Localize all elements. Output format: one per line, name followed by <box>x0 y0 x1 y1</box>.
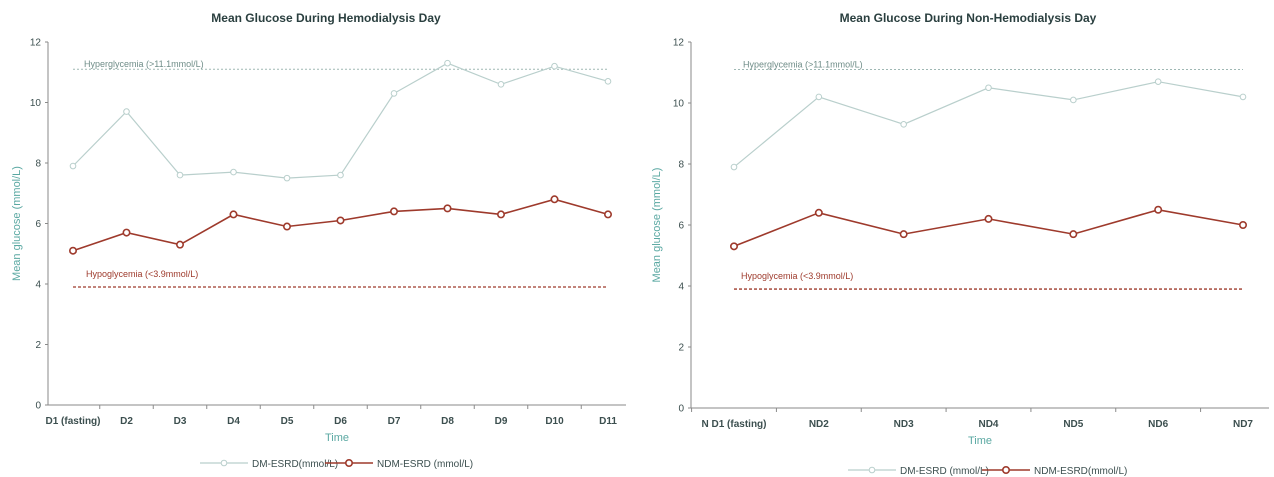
ndm-esrd-point <box>550 195 559 204</box>
dm-esrd-point <box>497 81 505 88</box>
x-tick-label: D4 <box>227 416 240 427</box>
y-tick-label: 4 <box>678 282 684 293</box>
y-tick-label: 12 <box>673 38 685 49</box>
x-tick-label: ND6 <box>1148 419 1168 430</box>
y-tick-label: 8 <box>678 160 684 171</box>
non-hemodialysis-day-chart-svg: Mean Glucose During Non-Hemodialysis Day… <box>651 11 1269 477</box>
y-tick-label: 10 <box>30 98 42 109</box>
ndm-esrd-point <box>603 210 612 219</box>
dm-esrd-point <box>1239 93 1247 101</box>
ndm-esrd-point <box>336 216 345 225</box>
legend-label: NDM-ESRD (mmol/L) <box>377 459 473 470</box>
x-tick-label: D8 <box>441 416 454 427</box>
x-axis-title: Time <box>968 435 992 447</box>
ndm-esrd-point <box>282 222 291 231</box>
legend-label: NDM-ESRD(mmol/L) <box>1034 466 1127 477</box>
dm-esrd-point <box>176 171 184 179</box>
y-tick-label: 2 <box>35 340 41 351</box>
x-tick-label: D9 <box>495 416 508 427</box>
hemodialysis-day-chart-svg: Mean Glucose During Hemodialysis Day 0 2 4 6… <box>11 11 626 470</box>
legend-marker <box>1001 465 1010 474</box>
hypoglycemia-label: Hypoglycemia (<3.9mmol/L) <box>741 271 853 281</box>
y-tick-label: 12 <box>30 38 42 49</box>
ndm-esrd-point <box>984 214 993 223</box>
x-tick-label: D10 <box>545 416 564 427</box>
legend-label: DM-ESRD (mmol/L) <box>900 466 989 477</box>
x-tick-label: ND5 <box>1063 419 1083 430</box>
y-tick-label: 10 <box>673 99 685 110</box>
x-tick-label: D1 (fasting) <box>46 416 101 427</box>
x-tick-label: D3 <box>174 416 187 427</box>
x-tick-label: D5 <box>281 416 294 427</box>
dm-esrd-point <box>730 163 738 171</box>
hyperglycemia-label: Hyperglycemia (>11.1mmol/L) <box>84 59 204 69</box>
y-tick-label: 6 <box>678 221 684 232</box>
y-axis-title: Mean glucose (mmol/L) <box>11 166 23 281</box>
y-tick-label: 8 <box>35 159 41 170</box>
x-tick-label: ND7 <box>1233 419 1253 430</box>
dm-esrd-point <box>69 162 77 170</box>
y-tick-label: 0 <box>35 401 41 412</box>
x-tick-label: D11 <box>599 416 617 427</box>
non-hemodialysis-day-chart: Mean Glucose During Non-Hemodialysis Day… <box>637 0 1274 477</box>
ndm-esrd-point <box>122 228 131 237</box>
ndm-esrd-point <box>496 210 505 219</box>
x-tick-label: ND3 <box>894 419 914 430</box>
dm-esrd-point <box>230 168 237 176</box>
ndm-esrd-point <box>229 210 238 219</box>
y-axis-title: Mean glucose (mmol/L) <box>651 168 663 283</box>
y-tick-label: 4 <box>35 280 41 291</box>
chart-title: Mean Glucose During Non-Hemodialysis Day <box>840 11 1097 25</box>
dm-esrd-series-line <box>733 81 1244 168</box>
y-tick-label: 6 <box>35 219 41 230</box>
dm-esrd-point <box>337 171 344 179</box>
x-tick-label: D2 <box>120 416 133 427</box>
legend-label: DM-ESRD(mmol/L) <box>252 459 338 470</box>
dm-esrd-point <box>985 84 992 92</box>
x-axis-title: Time <box>325 432 349 444</box>
dm-esrd-point <box>900 121 907 128</box>
x-tick-label: ND2 <box>809 419 829 430</box>
ndm-esrd-point <box>1069 230 1078 239</box>
x-tick-label: D7 <box>388 416 401 427</box>
ndm-esrd-point <box>1238 221 1247 230</box>
legend-marker <box>868 466 876 474</box>
y-tick-label: 2 <box>678 343 684 354</box>
ndm-esrd-point <box>730 242 739 251</box>
dm-esrd-point <box>1070 96 1077 104</box>
dm-esrd-point <box>551 62 558 70</box>
dm-esrd-point <box>390 90 398 97</box>
dm-esrd-point <box>1154 78 1162 85</box>
ndm-esrd-point <box>176 240 185 249</box>
dm-esrd-point <box>283 174 291 182</box>
x-tick-label: N D1 (fasting) <box>702 419 767 430</box>
dm-esrd-point <box>604 78 612 85</box>
ndm-esrd-point <box>814 208 823 217</box>
dm-esrd-point <box>123 108 130 115</box>
ndm-esrd-series-line <box>72 198 609 252</box>
ndm-esrd-point <box>443 204 452 213</box>
ndm-esrd-point <box>1154 205 1163 214</box>
ndm-esrd-point <box>69 246 78 255</box>
legend-marker <box>344 458 353 467</box>
hypoglycemia-label: Hypoglycemia (<3.9mmol/L) <box>86 269 198 279</box>
x-tick-label: ND4 <box>978 419 998 430</box>
y-tick-label: 0 <box>678 404 684 415</box>
legend-marker <box>220 459 228 467</box>
ndm-esrd-point <box>899 230 908 239</box>
chart-title: Mean Glucose During Hemodialysis Day <box>211 11 441 25</box>
ndm-esrd-point <box>389 207 398 216</box>
dm-esrd-point <box>815 93 823 101</box>
dm-esrd-series-line <box>72 62 609 179</box>
hemodialysis-day-chart: Mean Glucose During Hemodialysis Day 0 2 4 6… <box>11 11 626 470</box>
dm-esrd-point <box>444 59 451 67</box>
x-tick-label: D6 <box>334 416 347 427</box>
hyperglycemia-label: Hyperglycemia (>11.1mmol/L) <box>743 59 863 69</box>
